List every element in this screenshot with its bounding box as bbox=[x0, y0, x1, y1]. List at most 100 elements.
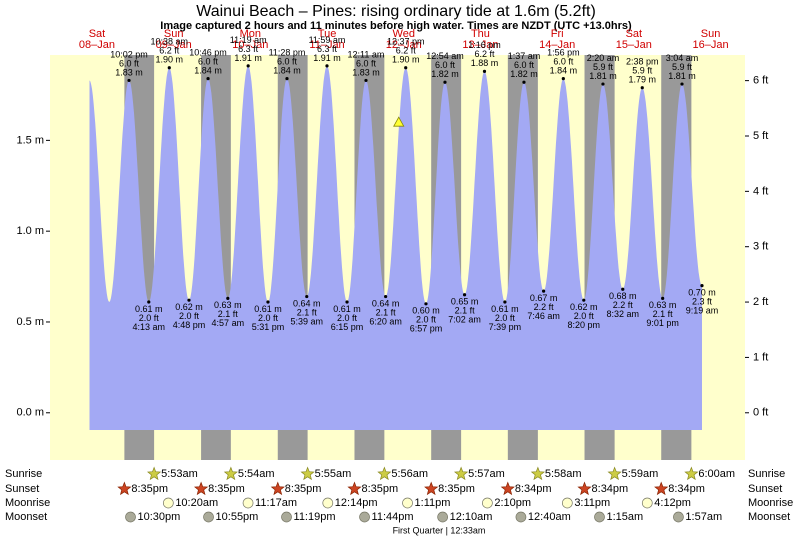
extreme-height-ft: 6.0 ft bbox=[435, 60, 456, 70]
row-time: 2:10pm bbox=[494, 497, 531, 509]
extreme-height-ft: 2.2 ft bbox=[534, 302, 555, 312]
star-icon bbox=[530, 466, 546, 481]
extreme-time: 1:56 pm bbox=[547, 47, 580, 57]
row-time: 12:10am bbox=[450, 511, 493, 523]
row-time: 8:34pm bbox=[592, 483, 629, 495]
row-time: 8:35pm bbox=[438, 483, 475, 495]
extreme-height-m: 0.62 m bbox=[175, 302, 203, 312]
extreme-time: 11:19 am bbox=[230, 35, 267, 45]
extreme-height-ft: 6.3 ft bbox=[238, 44, 259, 54]
extreme-dot bbox=[384, 294, 388, 299]
extreme-time: 6:20 am bbox=[369, 316, 402, 326]
row-time: 5:55am bbox=[315, 468, 352, 480]
extreme-time: 11:59 am bbox=[309, 35, 346, 45]
star-icon bbox=[684, 466, 699, 481]
star-icon bbox=[300, 466, 315, 481]
extreme-height-ft: 2.0 ft bbox=[574, 311, 595, 321]
day-date: 16–Jan bbox=[693, 39, 729, 51]
extreme-time: 7:39 pm bbox=[489, 322, 522, 332]
row-time: 5:58am bbox=[545, 468, 582, 480]
extreme-dot bbox=[700, 284, 704, 288]
row-time: 8:34pm bbox=[668, 483, 705, 495]
row-label-left: Sunset bbox=[5, 483, 39, 495]
extreme-height-ft: 6.2 ft bbox=[474, 49, 495, 59]
extreme-height-ft: 5.9 ft bbox=[593, 62, 614, 72]
day-name: Sun bbox=[701, 28, 721, 40]
extreme-height-ft: 2.3 ft bbox=[692, 297, 713, 307]
moon-phase: First Quarter | 12:33am bbox=[393, 525, 486, 535]
extreme-time: 4:48 pm bbox=[173, 320, 206, 330]
y-tick-label: 0.5 m bbox=[16, 316, 44, 328]
extreme-time: 12:11 am bbox=[348, 49, 385, 59]
day-date: 11–Jan bbox=[309, 39, 344, 51]
extreme-dot bbox=[582, 298, 586, 302]
extreme-height-m: 1.81 m bbox=[589, 71, 617, 81]
row-label-left: Sunrise bbox=[5, 468, 42, 480]
star-icon bbox=[377, 466, 392, 481]
extreme-height-m: 1.84 m bbox=[273, 65, 301, 75]
extreme-height-ft: 5.9 ft bbox=[632, 66, 653, 76]
moonset-icon bbox=[359, 511, 370, 523]
moonrise-icon bbox=[402, 497, 413, 509]
row-time: 1:57am bbox=[685, 511, 722, 523]
star-icon bbox=[607, 466, 622, 481]
extreme-time: 8:20 pm bbox=[568, 320, 601, 330]
row-time: 10:30pm bbox=[138, 511, 181, 523]
row-time: 11:17am bbox=[255, 497, 297, 509]
row-time: 8:35pm bbox=[208, 483, 245, 495]
extreme-dot bbox=[266, 300, 270, 304]
row-label-right: Moonset bbox=[748, 511, 790, 523]
extreme-dot bbox=[364, 78, 368, 83]
row-time: 5:56am bbox=[391, 468, 428, 480]
extreme-time: 5:39 am bbox=[290, 316, 323, 326]
extreme-height-ft: 6.2 ft bbox=[159, 46, 180, 56]
chart-subtitle: Image captured 2 hours and 11 minutes be… bbox=[160, 20, 632, 32]
day-date: 15–Jan bbox=[616, 39, 652, 51]
row-time: 8:35pm bbox=[131, 483, 168, 495]
extreme-dot bbox=[167, 66, 171, 70]
y-tick-label: 1.0 m bbox=[16, 225, 44, 237]
day-date: 09–Jan bbox=[156, 39, 192, 51]
moonrise-icon bbox=[242, 497, 254, 509]
extreme-height-ft: 2.2 ft bbox=[613, 300, 634, 310]
day-date: 08–Jan bbox=[79, 39, 115, 51]
moonrise-icon bbox=[162, 497, 174, 509]
row-label-right: Sunset bbox=[748, 483, 782, 495]
day-name: Fri bbox=[551, 28, 564, 40]
extreme-height-m: 0.67 m bbox=[530, 293, 558, 303]
extreme-time: 7:46 am bbox=[527, 311, 560, 321]
extreme-time: 6:57 pm bbox=[410, 324, 443, 334]
extreme-time: 9:01 pm bbox=[646, 318, 679, 328]
extreme-height-ft: 6.0 ft bbox=[198, 56, 219, 66]
y2-tick-label: 4 ft bbox=[753, 185, 768, 197]
extreme-dot bbox=[462, 293, 467, 297]
extreme-height-ft: 6.2 ft bbox=[396, 46, 417, 56]
extreme-height-ft: 2.0 ft bbox=[258, 313, 279, 323]
extreme-height-ft: 2.0 ft bbox=[179, 311, 200, 321]
extreme-dot bbox=[305, 294, 309, 299]
row-time: 1:11pm bbox=[415, 497, 451, 509]
row-label-left: Moonrise bbox=[5, 497, 50, 509]
extreme-height-m: 0.64 m bbox=[372, 298, 400, 308]
extreme-time: 7:02 am bbox=[448, 315, 481, 325]
row-time: 8:35pm bbox=[361, 483, 398, 495]
extreme-dot bbox=[482, 69, 487, 73]
extreme-height-m: 1.90 m bbox=[392, 55, 420, 65]
row-time: 8:35pm bbox=[285, 483, 322, 495]
extreme-height-ft: 5.9 ft bbox=[672, 62, 693, 72]
extreme-height-m: 1.84 m bbox=[194, 65, 222, 75]
row-time: 11:44pm bbox=[372, 511, 414, 523]
extreme-dot bbox=[246, 64, 250, 68]
row-time: 11:19pm bbox=[294, 511, 336, 523]
extreme-height-ft: 2.1 ft bbox=[297, 307, 318, 317]
extreme-height-m: 1.84 m bbox=[550, 65, 578, 75]
extreme-height-ft: 6.0 ft bbox=[553, 56, 574, 66]
extreme-height-m: 1.88 m bbox=[471, 58, 499, 68]
extreme-time: 10:38 am bbox=[151, 37, 189, 47]
extreme-dot bbox=[680, 82, 684, 86]
extreme-height-ft: 6.0 ft bbox=[277, 56, 298, 66]
extreme-height-m: 1.82 m bbox=[510, 69, 538, 79]
moonset-icon bbox=[203, 511, 214, 523]
row-time: 5:54am bbox=[238, 468, 275, 480]
